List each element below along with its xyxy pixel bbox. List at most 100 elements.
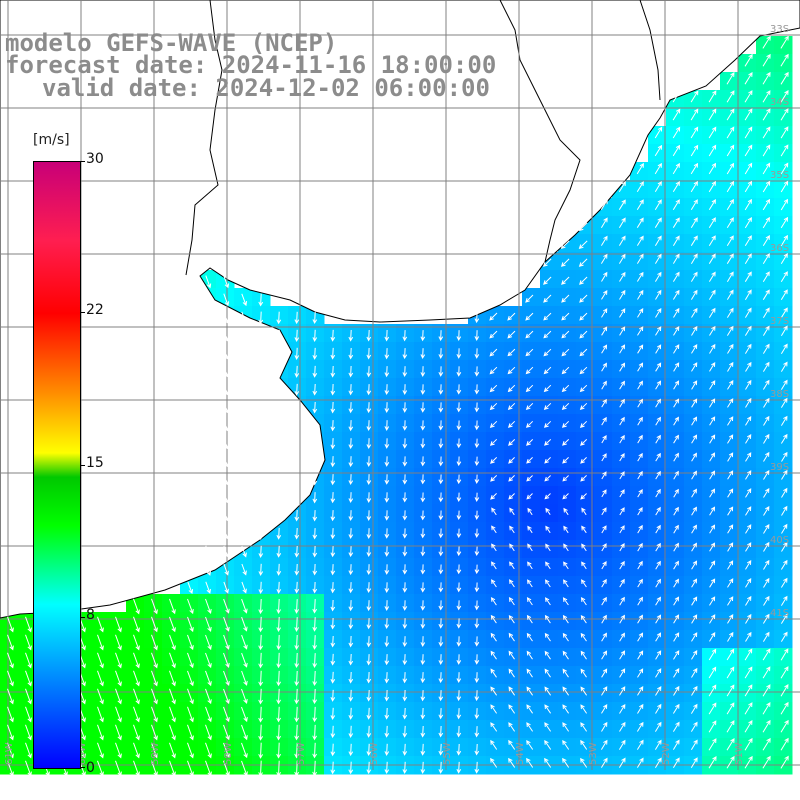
wind-arrow <box>312 528 318 540</box>
wind-arrow <box>491 525 497 534</box>
wind-arrow <box>366 347 372 360</box>
wind-arrow <box>618 235 626 246</box>
wind-arrow <box>294 563 300 576</box>
wind-arrow <box>276 365 282 379</box>
wind-arrow <box>402 420 408 431</box>
wind-arrow <box>294 760 300 777</box>
wind-arrow <box>744 108 753 121</box>
wind-arrow <box>133 652 140 669</box>
wind-arrow <box>619 525 625 534</box>
wind-arrow <box>544 650 551 660</box>
wind-arrow <box>205 670 212 687</box>
wind-arrow <box>763 488 770 498</box>
wind-arrow <box>133 706 140 723</box>
wind-arrow <box>276 545 282 558</box>
wind-arrow <box>781 469 788 480</box>
wind-arrow <box>151 670 158 687</box>
wind-arrow <box>7 760 14 777</box>
wind-arrow <box>276 598 282 614</box>
wind-arrow <box>708 180 716 193</box>
wind-arrow <box>241 616 248 632</box>
wind-arrow <box>781 523 788 534</box>
wind-arrow <box>384 689 390 702</box>
wind-arrow <box>601 543 607 552</box>
wind-arrow <box>402 528 408 539</box>
wind-arrow <box>691 398 698 408</box>
wind-arrow <box>294 473 300 486</box>
wind-arrow <box>543 276 552 285</box>
wind-arrow <box>402 582 408 593</box>
wind-arrow <box>474 492 480 502</box>
wind-arrow <box>619 489 625 498</box>
wind-arrow <box>402 600 408 611</box>
wind-arrow <box>276 634 282 651</box>
wind-arrow <box>601 290 608 300</box>
wind-arrow <box>258 652 264 669</box>
wind-arrow <box>402 564 408 575</box>
wind-arrow <box>744 289 752 300</box>
wind-arrow <box>223 598 230 614</box>
wind-arrow <box>508 493 515 500</box>
wind-arrow <box>762 144 771 157</box>
wind-arrow <box>562 740 570 750</box>
wind-arrow <box>727 596 734 606</box>
wind-arrow <box>294 527 300 540</box>
wind-arrow <box>25 760 32 777</box>
wind-arrow <box>420 474 426 485</box>
wind-arrow <box>456 761 462 774</box>
wind-arrow <box>330 671 336 684</box>
wind-arrow <box>258 563 264 576</box>
wind-arrow <box>169 598 176 615</box>
wind-arrow <box>205 724 212 741</box>
wind-arrow <box>348 402 354 414</box>
wind-arrow <box>580 632 587 642</box>
wind-arrow <box>420 510 426 521</box>
wind-arrow <box>672 108 681 121</box>
wind-arrow <box>223 724 230 741</box>
wind-arrow <box>619 650 626 660</box>
wind-arrow <box>762 71 771 85</box>
wind-arrow <box>366 761 372 775</box>
wind-arrow <box>205 365 211 379</box>
wind-arrow <box>241 491 247 504</box>
wind-arrow <box>205 527 211 540</box>
wind-arrow <box>655 560 661 570</box>
wind-arrow <box>330 689 336 702</box>
wind-arrow <box>780 180 789 193</box>
wind-arrow <box>402 725 408 738</box>
wind-arrow <box>223 616 230 632</box>
wind-arrow <box>708 126 717 139</box>
wind-arrow <box>366 492 372 503</box>
wind-arrow <box>526 614 533 624</box>
wind-arrow <box>490 686 498 696</box>
wind-arrow <box>709 452 716 462</box>
wind-arrow <box>456 456 462 467</box>
wind-arrow <box>637 362 644 372</box>
wind-arrow <box>780 252 788 265</box>
wind-arrow <box>601 668 608 678</box>
wind-arrow <box>763 415 770 426</box>
wind-arrow <box>654 757 662 768</box>
wind-arrow <box>241 473 247 486</box>
wind-arrow <box>456 690 462 702</box>
wind-arrow <box>330 528 336 540</box>
wind-arrow <box>187 742 194 759</box>
wind-arrow <box>654 253 662 264</box>
wind-arrow <box>384 456 390 467</box>
wind-arrow <box>384 672 390 684</box>
colorbar-tick-15: 15 <box>86 455 104 471</box>
wind-arrow <box>330 653 336 666</box>
model-title: modelo GEFS-WAVE (NCEP) <box>5 29 338 57</box>
wind-arrow <box>115 634 122 651</box>
wind-arrow <box>366 725 372 738</box>
wind-arrow <box>690 703 698 714</box>
wind-arrow <box>509 561 515 570</box>
wind-arrow <box>276 473 282 486</box>
wind-arrow <box>618 253 626 264</box>
wind-arrow <box>579 276 588 285</box>
wind-arrow <box>579 384 588 393</box>
wind-arrow <box>619 704 626 714</box>
wind-arrow <box>402 384 408 395</box>
wind-arrow <box>562 493 569 500</box>
lon-label: 58W <box>223 742 234 765</box>
